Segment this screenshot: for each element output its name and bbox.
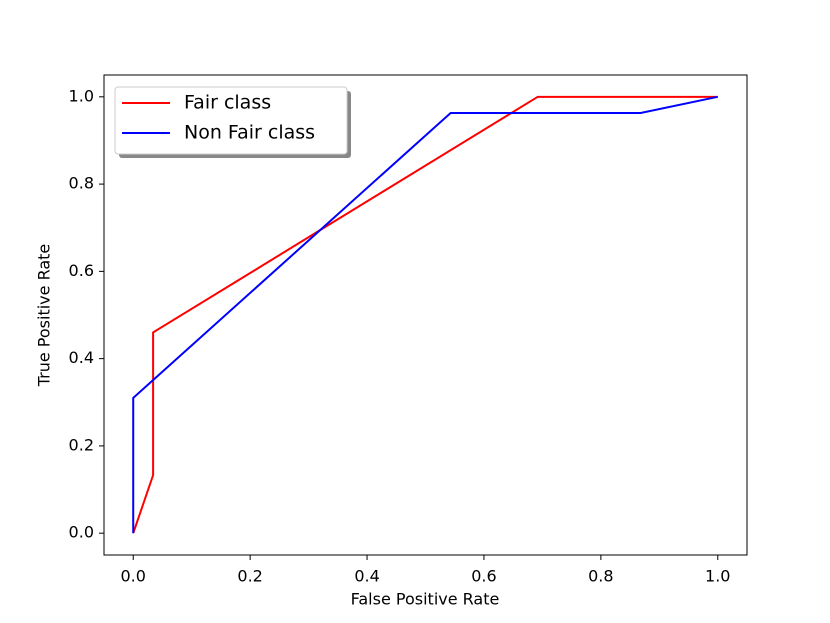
- plot-frame: [103, 74, 748, 556]
- y-tick-label: 0.2: [69, 435, 94, 454]
- x-tick-label: 0.4: [354, 567, 379, 586]
- x-tick-label: 0.6: [471, 567, 496, 586]
- x-tick-label: 0.8: [588, 567, 613, 586]
- x-tick-label: 0.0: [121, 567, 146, 586]
- y-tick-label: 0.0: [69, 523, 94, 542]
- line: [132, 95, 718, 534]
- y-tick-label: 0.8: [69, 174, 94, 193]
- legend: Fair class Non Fair class: [114, 86, 351, 158]
- y-tick-label: 1.0: [69, 86, 94, 105]
- x-axis-label: False Positive Rate: [351, 590, 500, 609]
- y-axis-label: True Positive Rate: [35, 244, 54, 388]
- x-tick-label: 0.2: [237, 567, 262, 586]
- y-tick-label: 0.4: [69, 348, 94, 367]
- legend-box: [114, 86, 348, 155]
- line: [132, 95, 718, 534]
- y-tick-label: 0.6: [69, 261, 94, 280]
- x-tick-label: 1.0: [705, 567, 730, 586]
- legend-label: Fair class: [184, 92, 271, 114]
- legend-label: Non Fair class: [184, 122, 315, 144]
